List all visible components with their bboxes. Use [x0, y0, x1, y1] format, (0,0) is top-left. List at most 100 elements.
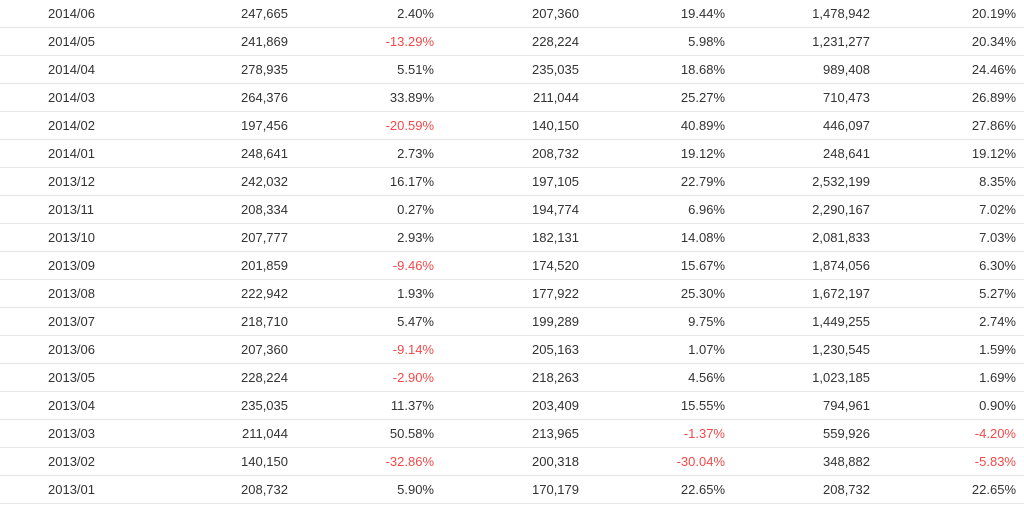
- month-cell: 2013/09: [48, 258, 95, 273]
- change-percent-cell: -9.14%: [392, 342, 434, 357]
- change-percent-cell: 2.73%: [397, 146, 434, 161]
- cumulative-percent-cell: 5.27%: [979, 286, 1016, 301]
- yoy-percent-cell: 40.89%: [680, 118, 725, 133]
- cumulative-value-cell: 794,961: [823, 398, 870, 413]
- change-percent-cell: 33.89%: [389, 90, 434, 105]
- yoy-percent-cell: 6.96%: [688, 202, 725, 217]
- cumulative-percent-cell: 20.34%: [971, 34, 1016, 49]
- value-cell: 197,456: [241, 118, 288, 133]
- change-percent-cell: 2.40%: [397, 6, 434, 21]
- yoy-percent-cell: 25.27%: [680, 90, 725, 105]
- prior-value-cell: 174,520: [532, 258, 579, 273]
- cumulative-value-cell: 208,732: [823, 482, 870, 497]
- yoy-percent-cell: -1.37%: [683, 426, 725, 441]
- value-cell: 248,641: [241, 146, 288, 161]
- prior-value-cell: 235,035: [532, 62, 579, 77]
- yoy-percent-cell: 15.55%: [680, 398, 725, 413]
- value-cell: 201,859: [241, 258, 288, 273]
- value-cell: 247,665: [241, 6, 288, 21]
- prior-value-cell: 228,224: [532, 34, 579, 49]
- prior-value-cell: 200,318: [532, 454, 579, 469]
- cumulative-value-cell: 559,926: [823, 426, 870, 441]
- change-percent-cell: 5.47%: [397, 314, 434, 329]
- month-cell: 2013/02: [48, 454, 95, 469]
- cumulative-value-cell: 1,478,942: [812, 6, 870, 21]
- prior-value-cell: 177,922: [532, 286, 579, 301]
- month-cell: 2013/04: [48, 398, 95, 413]
- prior-value-cell: 197,105: [532, 174, 579, 189]
- value-cell: 208,732: [241, 482, 288, 497]
- change-percent-cell: 5.51%: [397, 62, 434, 77]
- cumulative-percent-cell: 26.89%: [971, 90, 1016, 105]
- cumulative-percent-cell: 6.30%: [979, 258, 1016, 273]
- yoy-percent-cell: 22.79%: [680, 174, 725, 189]
- yoy-percent-cell: 9.75%: [688, 314, 725, 329]
- cumulative-percent-cell: 1.59%: [979, 342, 1016, 357]
- change-percent-cell: 2.93%: [397, 230, 434, 245]
- month-cell: 2014/05: [48, 34, 95, 49]
- value-cell: 278,935: [241, 62, 288, 77]
- value-cell: 218,710: [241, 314, 288, 329]
- change-percent-cell: 1.93%: [397, 286, 434, 301]
- prior-value-cell: 205,163: [532, 342, 579, 357]
- prior-value-cell: 203,409: [532, 398, 579, 413]
- prior-value-cell: 182,131: [532, 230, 579, 245]
- table-row: 2013/12 242,032 16.17% 197,105 22.79% 2,532,1…: [0, 168, 1024, 196]
- table-row: 2014/04 278,935 5.51% 235,035 18.68% 989,408 2…: [0, 56, 1024, 84]
- yoy-percent-cell: 18.68%: [680, 62, 725, 77]
- yoy-percent-cell: 5.98%: [688, 34, 725, 49]
- table-row: 2014/03 264,376 33.89% 211,044 25.27% 710,473…: [0, 84, 1024, 112]
- table-row: 2014/01 248,641 2.73% 208,732 19.12% 248,641 1…: [0, 140, 1024, 168]
- table-row: 2013/06 207,360 -9.14% 205,163 1.07% 1,230,54…: [0, 336, 1024, 364]
- cumulative-percent-cell: 19.12%: [971, 146, 1016, 161]
- change-percent-cell: -32.86%: [385, 454, 434, 469]
- cumulative-percent-cell: 8.35%: [979, 174, 1016, 189]
- change-percent-cell: -20.59%: [385, 118, 434, 133]
- yoy-percent-cell: 19.12%: [680, 146, 725, 161]
- table-row: 2013/03 211,044 50.58% 213,965 -1.37% 559,926…: [0, 420, 1024, 448]
- change-percent-cell: -9.46%: [392, 258, 434, 273]
- value-cell: 207,777: [241, 230, 288, 245]
- table-row: 2014/02 197,456 -20.59% 140,150 40.89% 446,09…: [0, 112, 1024, 140]
- month-cell: 2013/12: [48, 174, 95, 189]
- table-row: 2013/02 140,150 -32.86% 200,318 -30.04% 348,8…: [0, 448, 1024, 476]
- cumulative-percent-cell: 7.03%: [979, 230, 1016, 245]
- value-cell: 207,360: [241, 342, 288, 357]
- prior-value-cell: 208,732: [532, 146, 579, 161]
- value-cell: 228,224: [241, 370, 288, 385]
- change-percent-cell: -13.29%: [385, 34, 434, 49]
- table-row: 2013/01 208,732 5.90% 170,179 22.65% 208,732 2…: [0, 476, 1024, 504]
- cumulative-value-cell: 1,874,056: [812, 258, 870, 273]
- prior-value-cell: 218,263: [532, 370, 579, 385]
- cumulative-value-cell: 710,473: [823, 90, 870, 105]
- month-cell: 2014/01: [48, 146, 95, 161]
- cumulative-percent-cell: 22.65%: [971, 482, 1016, 497]
- cumulative-percent-cell: -5.83%: [974, 454, 1016, 469]
- change-percent-cell: 5.90%: [397, 482, 434, 497]
- month-cell: 2014/04: [48, 62, 95, 77]
- table-row: 2014/06 247,665 2.40% 207,360 19.44% 1,478,94…: [0, 0, 1024, 28]
- cumulative-value-cell: 1,230,545: [812, 342, 870, 357]
- month-cell: 2014/02: [48, 118, 95, 133]
- month-cell: 2013/08: [48, 286, 95, 301]
- table-row: 2013/04 235,035 11.37% 203,409 15.55% 794,961…: [0, 392, 1024, 420]
- change-percent-cell: 0.27%: [397, 202, 434, 217]
- month-cell: 2013/01: [48, 482, 95, 497]
- value-cell: 208,334: [241, 202, 288, 217]
- prior-value-cell: 199,289: [532, 314, 579, 329]
- cumulative-value-cell: 2,532,199: [812, 174, 870, 189]
- cumulative-percent-cell: 24.46%: [971, 62, 1016, 77]
- cumulative-value-cell: 348,882: [823, 454, 870, 469]
- month-cell: 2013/11: [48, 202, 95, 217]
- table-row: 2013/08 222,942 1.93% 177,922 25.30% 1,672,19…: [0, 280, 1024, 308]
- month-cell: 2013/07: [48, 314, 95, 329]
- cumulative-value-cell: 989,408: [823, 62, 870, 77]
- cumulative-value-cell: 1,449,255: [812, 314, 870, 329]
- yoy-percent-cell: 19.44%: [680, 6, 725, 21]
- cumulative-percent-cell: 1.69%: [979, 370, 1016, 385]
- value-cell: 264,376: [241, 90, 288, 105]
- month-cell: 2013/05: [48, 370, 95, 385]
- table-row: 2013/11 208,334 0.27% 194,774 6.96% 2,290,167…: [0, 196, 1024, 224]
- cumulative-percent-cell: 20.19%: [971, 6, 1016, 21]
